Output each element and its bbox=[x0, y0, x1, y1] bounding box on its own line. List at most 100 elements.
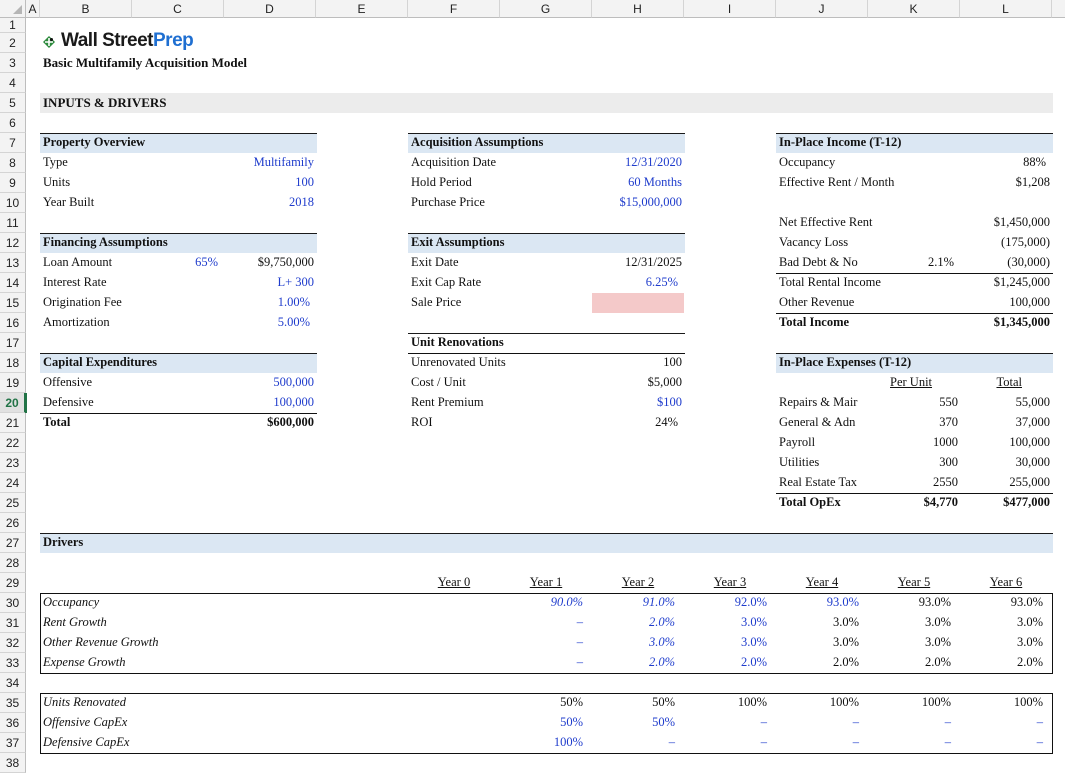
column-header-l[interactable]: L bbox=[960, 0, 1052, 18]
property-type-value[interactable]: Multifamily bbox=[253, 155, 314, 169]
driver-value[interactable]: 2.0% bbox=[648, 615, 675, 629]
driver-value[interactable]: 90.0% bbox=[550, 595, 583, 609]
column-header-i[interactable]: I bbox=[684, 0, 776, 18]
row-header-8[interactable]: 8 bbox=[0, 153, 26, 173]
row-header-29[interactable]: 29 bbox=[0, 573, 26, 593]
driver-value: 100% bbox=[737, 695, 767, 709]
column-header-d[interactable]: D bbox=[224, 0, 316, 18]
row-header-23[interactable]: 23 bbox=[0, 453, 26, 473]
driver-value[interactable]: – bbox=[668, 735, 675, 749]
acquisition-date-value[interactable]: 12/31/2020 bbox=[625, 155, 682, 169]
column-header-g[interactable]: G bbox=[500, 0, 592, 18]
driver-value[interactable]: – bbox=[576, 655, 583, 669]
row-header-6[interactable]: 6 bbox=[0, 113, 26, 133]
row-header-27[interactable]: 27 bbox=[0, 533, 26, 553]
rent-premium-value[interactable]: $100 bbox=[657, 395, 682, 409]
driver-value[interactable]: – bbox=[576, 615, 583, 629]
driver-value[interactable]: – bbox=[852, 715, 859, 729]
driver-value[interactable]: 91.0% bbox=[642, 595, 675, 609]
driver-value[interactable]: 3.0% bbox=[740, 635, 767, 649]
driver-value[interactable]: 3.0% bbox=[740, 615, 767, 629]
driver-value[interactable]: – bbox=[760, 715, 767, 729]
defensive-capex-value[interactable]: 100,000 bbox=[273, 395, 314, 409]
row-header-19[interactable]: 19 bbox=[0, 373, 26, 393]
row-header-25[interactable]: 25 bbox=[0, 493, 26, 513]
row-header-10[interactable]: 10 bbox=[0, 193, 26, 213]
driver-value[interactable]: – bbox=[760, 735, 767, 749]
property-units-value[interactable]: 100 bbox=[295, 175, 314, 189]
expense-per-unit[interactable]: 2550 bbox=[933, 475, 958, 489]
row-header-34[interactable]: 34 bbox=[0, 673, 26, 693]
driver-value[interactable]: – bbox=[1036, 735, 1043, 749]
row-header-24[interactable]: 24 bbox=[0, 473, 26, 493]
row-header-21[interactable]: 21 bbox=[0, 413, 26, 433]
driver-value[interactable]: – bbox=[1036, 715, 1043, 729]
row-header-31[interactable]: 31 bbox=[0, 613, 26, 633]
row-header-20[interactable]: 20 bbox=[0, 393, 26, 413]
driver-value[interactable]: – bbox=[852, 735, 859, 749]
row-header-36[interactable]: 36 bbox=[0, 713, 26, 733]
expense-per-unit[interactable]: 300 bbox=[939, 455, 958, 469]
select-all-corner[interactable] bbox=[0, 0, 26, 18]
expense-per-unit[interactable]: 1000 bbox=[933, 435, 958, 449]
driver-value[interactable]: 2.0% bbox=[648, 655, 675, 669]
row-header-12[interactable]: 12 bbox=[0, 233, 26, 253]
driver-value[interactable]: – bbox=[576, 635, 583, 649]
row-header-1[interactable]: 1 bbox=[0, 18, 26, 33]
origination-fee-value[interactable]: 1.00% bbox=[277, 295, 310, 309]
driver-value[interactable]: 93.0% bbox=[826, 595, 859, 609]
offensive-capex-value[interactable]: 500,000 bbox=[273, 375, 314, 389]
driver-value: 100% bbox=[921, 695, 951, 709]
row-header-17[interactable]: 17 bbox=[0, 333, 26, 353]
purchase-price-value[interactable]: $15,000,000 bbox=[619, 195, 683, 209]
row-header-9[interactable]: 9 bbox=[0, 173, 26, 193]
row-header-15[interactable]: 15 bbox=[0, 293, 26, 313]
column-header-k[interactable]: K bbox=[868, 0, 960, 18]
column-header-f[interactable]: F bbox=[408, 0, 500, 18]
row-header-35[interactable]: 35 bbox=[0, 693, 26, 713]
row-header-4[interactable]: 4 bbox=[0, 73, 26, 93]
exit-cap-rate-value[interactable]: 6.25% bbox=[645, 275, 678, 289]
total-header: Total bbox=[996, 375, 1022, 389]
row-header-13[interactable]: 13 bbox=[0, 253, 26, 273]
expense-per-unit[interactable]: 550 bbox=[939, 395, 958, 409]
driver-value[interactable]: 2.0% bbox=[740, 655, 767, 669]
row-header-14[interactable]: 14 bbox=[0, 273, 26, 293]
row-header-22[interactable]: 22 bbox=[0, 433, 26, 453]
property-year-built-value[interactable]: 2018 bbox=[289, 195, 314, 209]
row-header-3[interactable]: 3 bbox=[0, 53, 26, 73]
interest-rate-value[interactable]: L+ 300 bbox=[277, 275, 314, 289]
row-header-11[interactable]: 11 bbox=[0, 213, 26, 233]
row-header-2[interactable]: 2 bbox=[0, 33, 26, 53]
hold-period-value[interactable]: 60 Months bbox=[628, 175, 682, 189]
row-header-30[interactable]: 30 bbox=[0, 593, 26, 613]
driver-value[interactable]: – bbox=[944, 715, 951, 729]
driver-value[interactable]: 100% bbox=[553, 735, 583, 749]
column-header-c[interactable]: C bbox=[132, 0, 224, 18]
driver-value[interactable]: 50% bbox=[560, 715, 583, 729]
driver-value[interactable]: 92.0% bbox=[734, 595, 767, 609]
driver-value[interactable]: 3.0% bbox=[648, 635, 675, 649]
column-header-j[interactable]: J bbox=[776, 0, 868, 18]
expense-per-unit[interactable]: 370 bbox=[939, 415, 958, 429]
column-header-b[interactable]: B bbox=[40, 0, 132, 18]
column-header-e[interactable]: E bbox=[316, 0, 408, 18]
row-header-32[interactable]: 32 bbox=[0, 633, 26, 653]
row-header-38[interactable]: 38 bbox=[0, 753, 26, 773]
row-header-16[interactable]: 16 bbox=[0, 313, 26, 333]
loan-ltv-value[interactable]: 65% bbox=[195, 255, 218, 269]
amortization-value[interactable]: 5.00% bbox=[277, 315, 310, 329]
driver-value[interactable]: – bbox=[944, 735, 951, 749]
row-header-37[interactable]: 37 bbox=[0, 733, 26, 753]
row-header-28[interactable]: 28 bbox=[0, 553, 26, 573]
sale-price-cell[interactable] bbox=[592, 293, 684, 313]
driver-value: 3.0% bbox=[832, 615, 859, 629]
row-header-26[interactable]: 26 bbox=[0, 513, 26, 533]
driver-value[interactable]: 50% bbox=[652, 715, 675, 729]
row-header-33[interactable]: 33 bbox=[0, 653, 26, 673]
row-header-5[interactable]: 5 bbox=[0, 93, 26, 113]
row-header-7[interactable]: 7 bbox=[0, 133, 26, 153]
column-header-a[interactable]: A bbox=[26, 0, 40, 18]
row-header-18[interactable]: 18 bbox=[0, 353, 26, 373]
column-header-h[interactable]: H bbox=[592, 0, 684, 18]
